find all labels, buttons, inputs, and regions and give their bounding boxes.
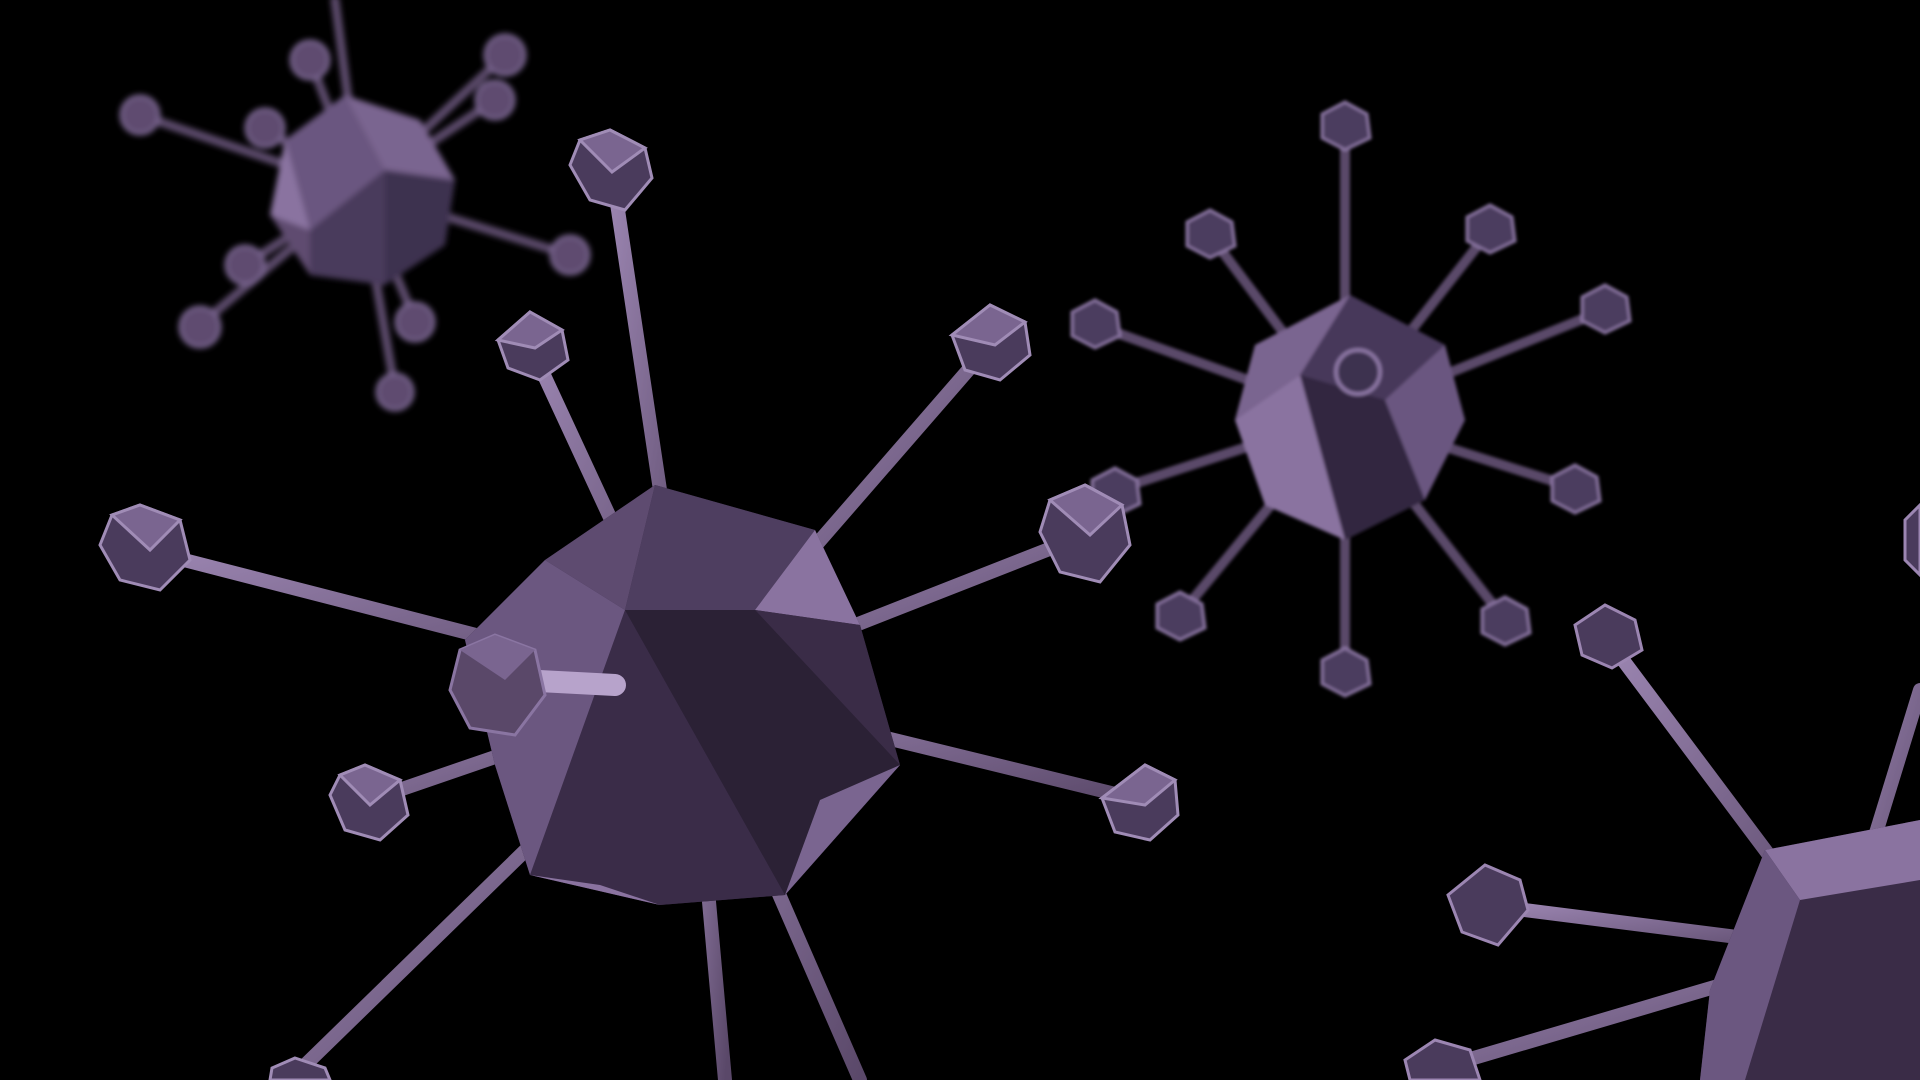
virus-particle-top-left xyxy=(119,0,591,412)
spike-tips xyxy=(98,128,1180,1080)
virus-particle-right xyxy=(1070,100,1632,698)
virus-particle-large-center xyxy=(98,128,1180,1080)
virus-particle-bottom-right xyxy=(1403,502,1920,1080)
front-spike xyxy=(448,633,626,737)
